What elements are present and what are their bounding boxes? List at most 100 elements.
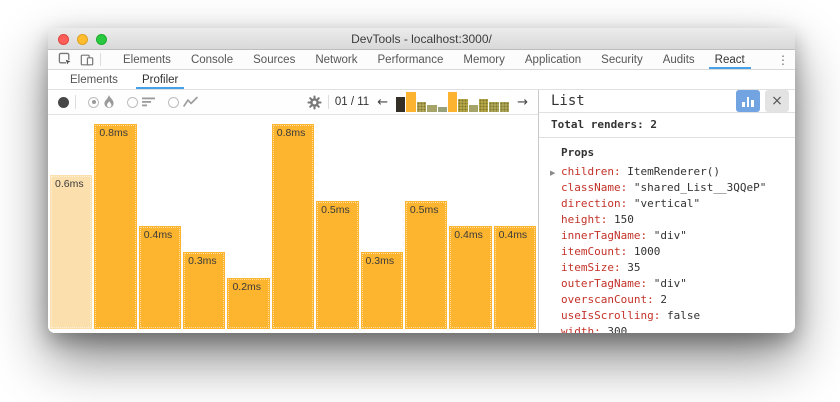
commit-bar-6[interactable]: 0.8ms [271, 124, 315, 329]
profiler-toolbar: 01 / 11 ← → [48, 90, 538, 115]
props-section: Props ▶ children: ItemRenderer() className… [539, 138, 795, 333]
flame-icon [103, 95, 115, 109]
minimap-commit-3[interactable] [416, 102, 427, 112]
commit-bar-7[interactable]: 0.5ms [316, 201, 359, 329]
tab-memory[interactable]: Memory [463, 53, 505, 66]
subtab-profiler[interactable]: Profiler [130, 70, 190, 89]
minimap-commit-8[interactable] [468, 105, 478, 112]
prop-row-itemCount: itemCount: 1000 [561, 244, 783, 260]
close-details-icon[interactable]: × [765, 90, 789, 112]
commit-bar-8[interactable]: 0.3ms [360, 252, 403, 329]
prop-name: overscanCount: [561, 293, 661, 306]
commit-minimap[interactable] [396, 92, 510, 112]
prop-name: className: [561, 181, 634, 194]
commit-bar-5[interactable]: 0.2ms [227, 278, 270, 329]
settings-gear-icon[interactable] [307, 94, 322, 110]
devtools-tabbar: Elements Console Sources Network Performance… [48, 50, 795, 70]
devtools-tabs: Elements Console Sources Network Performance… [113, 50, 755, 69]
window-titlebar: DevTools - localhost:3000/ [48, 28, 795, 50]
tab-console[interactable]: Console [190, 53, 234, 66]
record-button[interactable] [58, 96, 69, 108]
commit-bar-4[interactable]: 0.3ms [183, 252, 226, 329]
prop-name: useIsScrolling: [561, 309, 667, 322]
prop-value: "shared_List__3QQeP" [633, 181, 767, 194]
prop-name: width: [561, 325, 608, 333]
minimap-commit-6[interactable] [447, 92, 458, 112]
prop-row-direction: direction: "vertical" [561, 196, 783, 212]
prop-value: 1000 [633, 245, 661, 258]
minimap-commit-5[interactable] [437, 107, 447, 112]
commit-bar-3[interactable]: 0.4ms [138, 226, 182, 329]
zoom-window-button[interactable] [96, 33, 107, 45]
tab-application[interactable]: Application [524, 53, 582, 66]
prop-value: 2 [660, 293, 667, 306]
ranked-radio[interactable] [127, 96, 156, 108]
inspect-element-icon[interactable] [54, 50, 76, 69]
prop-value: 300 [607, 325, 628, 333]
commit-bar-chart: 0.6ms 0.8ms 0.4ms 0.3ms 0.2ms 0.8ms 0.5ms 0.3ms… [48, 115, 538, 333]
total-renders-text: Total renders: [551, 118, 644, 131]
tab-elements[interactable]: Elements [123, 53, 171, 66]
prop-name: itemCount: [561, 245, 634, 258]
traffic-lights [58, 33, 107, 45]
commit-bar-9[interactable]: 0.5ms [404, 201, 448, 329]
details-header: List × [539, 90, 795, 113]
tab-network[interactable]: Network [315, 53, 358, 66]
prop-row-height: height: 150 [561, 212, 783, 228]
tab-security[interactable]: Security [601, 53, 643, 66]
minimap-commit-7[interactable] [458, 99, 468, 112]
minimap-commit-1[interactable] [396, 97, 406, 112]
prop-value: "div" [653, 229, 687, 242]
commit-bar-10[interactable]: 0.4ms [449, 226, 492, 329]
commit-bar-2[interactable]: 0.8ms [94, 124, 137, 329]
minimize-window-button[interactable] [77, 33, 88, 45]
component-details-pane: List × Total renders: 2 Props ▶ children:… [538, 90, 795, 333]
total-renders: Total renders: 2 [539, 113, 795, 138]
component-name: List [551, 93, 585, 109]
prop-value: 35 [627, 261, 641, 274]
more-options-icon[interactable]: ⋮ [777, 52, 789, 67]
bar-duration-label: 0.4ms [143, 229, 173, 241]
bar-chart-icon [742, 102, 745, 107]
expand-triangle-icon[interactable]: ▶ [550, 169, 556, 177]
props-list: ▶ children: ItemRenderer() className: "sha… [550, 164, 783, 333]
minimap-commit-2[interactable] [406, 92, 416, 112]
tab-performance[interactable]: Performance [377, 53, 444, 66]
prop-name: outerTagName: [561, 277, 654, 290]
profiler-pane: 01 / 11 ← → 0.6ms 0.8ms 0.4ms 0.3ms 0.2ms 0.8… [48, 90, 538, 333]
minimap-commit-9[interactable] [478, 99, 489, 112]
prev-commit-arrow[interactable]: ← [377, 94, 389, 110]
prop-row-children: ▶ children: ItemRenderer() [550, 164, 783, 180]
minimap-commit-10[interactable] [489, 102, 499, 112]
minimap-commit-4[interactable] [427, 105, 437, 112]
bar-duration-label: 0.3ms [365, 255, 395, 267]
commit-bar-11[interactable]: 0.4ms [493, 226, 536, 329]
device-toolbar-icon[interactable] [76, 50, 98, 69]
prop-value: false [666, 309, 701, 322]
interactions-chart-icon [183, 96, 199, 108]
bar-duration-label: 0.4ms [454, 229, 483, 241]
prop-row-className: className: "shared_List__3QQeP" [561, 180, 783, 196]
prop-row-useIsScrolling: useIsScrolling: false [561, 308, 783, 324]
toolbar-separator [75, 95, 76, 109]
tab-audits[interactable]: Audits [662, 53, 695, 66]
next-commit-arrow[interactable]: → [517, 94, 528, 110]
commit-bar-1[interactable]: 0.6ms [50, 175, 93, 329]
bar-duration-label: 0.8ms [276, 127, 306, 139]
interactions-radio[interactable] [168, 96, 199, 108]
prop-value: ItemRenderer() [627, 165, 720, 178]
flamegraph-radio[interactable] [88, 95, 115, 109]
ranked-chart-icon [142, 96, 156, 108]
close-window-button[interactable] [58, 33, 69, 45]
render-chart-button[interactable] [736, 90, 760, 112]
prop-value: 150 [613, 213, 634, 226]
toolbar-separator [100, 53, 101, 66]
tab-sources[interactable]: Sources [253, 53, 296, 66]
prop-value: "div" [653, 277, 687, 290]
bar-duration-label: 0.2ms [232, 281, 262, 293]
subtab-elements[interactable]: Elements [70, 73, 118, 86]
tab-react[interactable]: React [705, 50, 755, 69]
props-heading: Props [561, 146, 595, 159]
minimap-commit-11[interactable] [499, 102, 510, 112]
toolbar-separator [327, 95, 329, 109]
